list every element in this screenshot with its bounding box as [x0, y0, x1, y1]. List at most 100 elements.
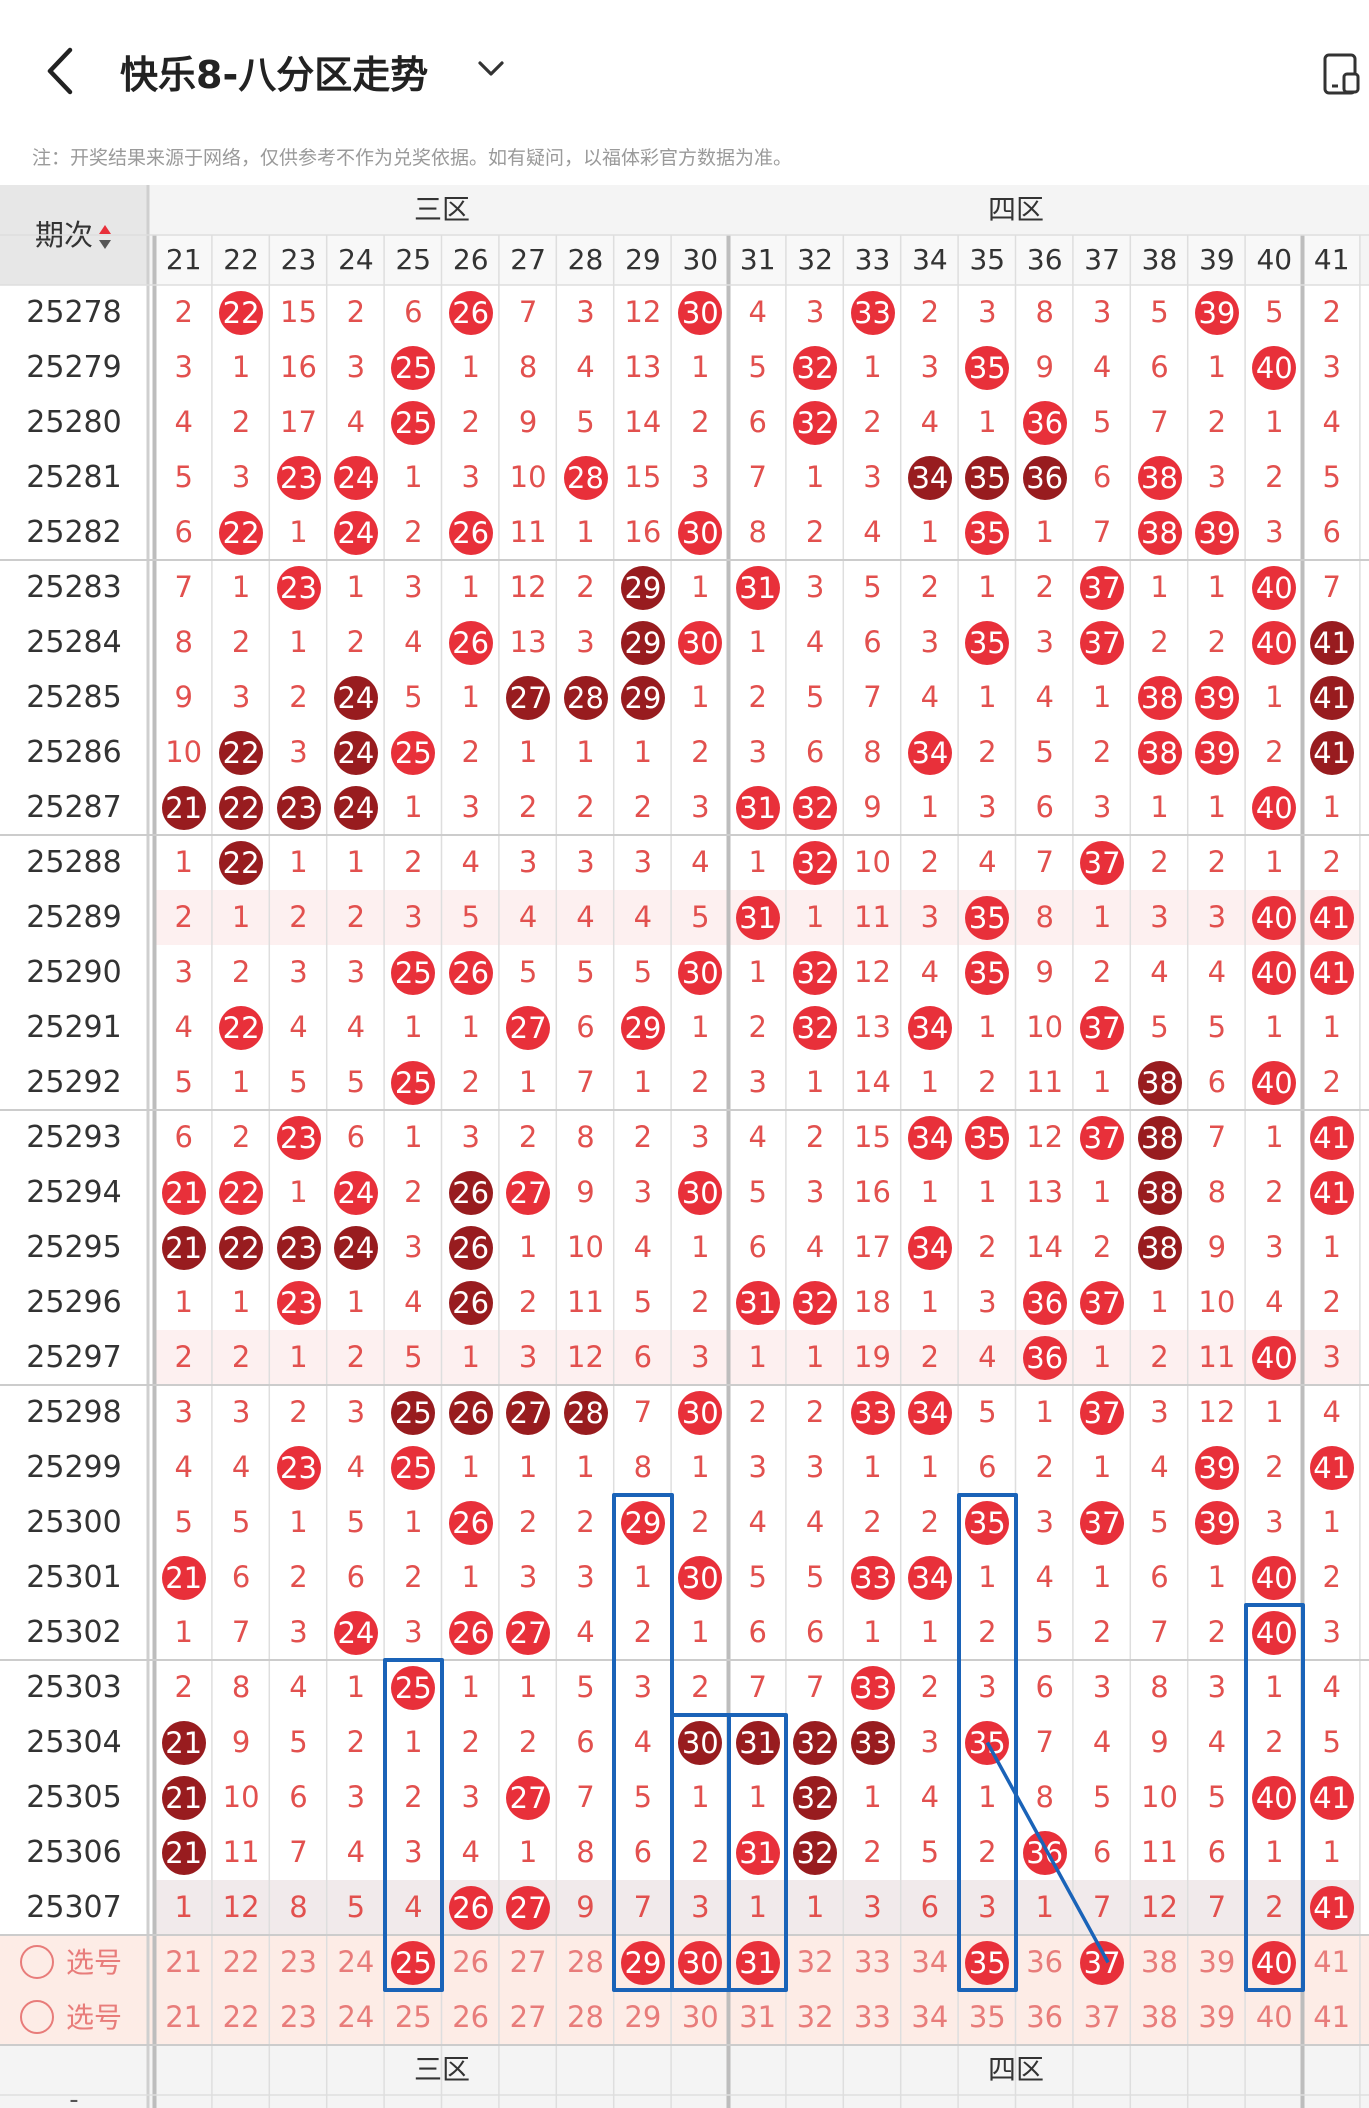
miss-count: 4: [404, 1285, 423, 1319]
pick-number[interactable]: 22: [222, 1945, 260, 1979]
miss-count: 5: [691, 900, 710, 934]
row-highlight: [155, 1880, 1361, 1935]
miss-count: 3: [461, 790, 480, 824]
sort-arrows-icon[interactable]: [93, 218, 113, 252]
chevron-left-icon[interactable]: [40, 44, 84, 98]
drawn-ball: 30: [678, 290, 723, 335]
pick-number[interactable]: 23: [280, 2000, 317, 2034]
pick-number[interactable]: 38: [1141, 1945, 1178, 1979]
miss-count: 4: [346, 405, 366, 439]
miss-count: 2: [231, 625, 251, 659]
miss-count: 4: [1150, 955, 1169, 989]
miss-count: 5: [1207, 1010, 1227, 1044]
miss-count: 1: [1265, 680, 1284, 714]
miss-count: 5: [1207, 1780, 1227, 1814]
device-toggle-icon[interactable]: [1322, 52, 1362, 96]
drawn-ball: 34: [907, 1115, 952, 1160]
drawn-ball: 21: [161, 1225, 206, 1270]
pick-number[interactable]: 27: [509, 1945, 547, 1979]
pick-number[interactable]: 26: [452, 2000, 490, 2034]
pick-number[interactable]: 33: [854, 1945, 891, 1979]
pick-number[interactable]: 28: [567, 2000, 604, 2034]
pick-number[interactable]: 33: [854, 2000, 891, 2034]
pick-number[interactable]: 41: [1313, 1945, 1351, 1979]
pick-number[interactable]: 41: [1313, 2000, 1351, 2034]
miss-count: 2: [1207, 405, 1227, 439]
miss-count: 4: [1035, 680, 1054, 714]
pick-number[interactable]: 23: [280, 1945, 317, 1979]
pick-number[interactable]: 26: [452, 1945, 490, 1979]
miss-count: 3: [1207, 460, 1227, 494]
pick-number[interactable]: 30: [681, 2000, 719, 2034]
miss-count: 1: [863, 350, 882, 384]
pick-number[interactable]: 24: [337, 2000, 375, 2034]
pick-number[interactable]: 34: [911, 1945, 949, 1979]
drawn-ball: 30: [678, 1390, 723, 1435]
pick-number[interactable]: 35: [968, 2000, 1006, 2034]
pick-number[interactable]: 39: [1198, 1945, 1236, 1979]
selected-number-ball[interactable]: 29: [620, 1940, 665, 1985]
pick-number[interactable]: 21: [165, 2000, 203, 2034]
drawn-ball: 38: [1137, 1225, 1182, 1270]
chevron-down-icon[interactable]: [474, 52, 508, 86]
miss-count: 2: [1092, 955, 1112, 989]
miss-count: 5: [633, 955, 653, 989]
drawn-ball: 40: [1252, 620, 1297, 665]
drawn-ball: 40: [1252, 1775, 1297, 1820]
pick-number[interactable]: 25: [394, 2000, 432, 2034]
drawn-ball: 39: [1194, 1500, 1239, 1545]
miss-count: 3: [633, 1175, 653, 1209]
miss-count: 5: [978, 1395, 997, 1429]
pick-number[interactable]: 36: [1026, 1945, 1064, 1979]
pick-number[interactable]: 32: [796, 2000, 834, 2034]
drawn-ball: 37: [1080, 840, 1125, 885]
pick-number[interactable]: 29: [624, 2000, 662, 2034]
pick-number[interactable]: 28: [567, 1945, 604, 1979]
miss-count: 3: [1092, 295, 1112, 329]
miss-count: 8: [174, 625, 193, 659]
selected-number-ball[interactable]: 37: [1080, 1940, 1125, 1985]
pick-number[interactable]: 38: [1141, 2000, 1178, 2034]
pick-number[interactable]: 31: [739, 2000, 777, 2034]
selected-number-ball[interactable]: 30: [678, 1940, 723, 1985]
miss-count: 1: [748, 955, 767, 989]
drawn-ball: 27: [506, 1390, 551, 1435]
pick-radio[interactable]: [20, 1945, 54, 1979]
pick-number[interactable]: 36: [1026, 2000, 1064, 2034]
miss-count: 1: [461, 1560, 480, 1594]
pick-number[interactable]: 27: [509, 2000, 547, 2034]
miss-count: 2: [691, 1670, 710, 1704]
miss-count: 5: [633, 1780, 653, 1814]
pick-number[interactable]: 34: [911, 2000, 949, 2034]
selected-number-ball[interactable]: 40: [1252, 1940, 1297, 1985]
miss-count: 2: [1322, 1560, 1341, 1594]
pick-number[interactable]: 32: [796, 1945, 834, 1979]
selected-number-ball[interactable]: 25: [391, 1940, 436, 1985]
drawn-ball: 41: [1309, 1775, 1354, 1820]
drawn-ball: 26: [448, 290, 493, 335]
miss-count: 4: [863, 515, 882, 549]
pick-number[interactable]: 37: [1083, 2000, 1121, 2034]
pick-number[interactable]: 39: [1198, 2000, 1236, 2034]
miss-count: 1: [518, 1230, 538, 1264]
miss-count: 1: [920, 1175, 940, 1209]
drawn-ball: 26: [448, 510, 493, 555]
miss-count: 1: [1092, 1065, 1112, 1099]
selected-number-ball[interactable]: 31: [735, 1940, 780, 1985]
pick-number[interactable]: 21: [165, 1945, 203, 1979]
pick-number[interactable]: 22: [222, 2000, 260, 2034]
miss-count: 9: [174, 680, 193, 714]
miss-count: 14: [624, 405, 662, 439]
miss-count: 2: [289, 680, 308, 714]
annotation-overlay: [985, 1741, 1110, 1964]
drawn-ball: 38: [1137, 510, 1182, 555]
miss-count: 6: [633, 1835, 653, 1869]
pick-radio[interactable]: [20, 2000, 54, 2034]
drawn-ball: 40: [1252, 1335, 1297, 1380]
selected-number-ball[interactable]: 35: [965, 1940, 1010, 1985]
column-header-25: 25: [384, 235, 442, 285]
drawn-ball: 26: [448, 950, 493, 995]
pick-number[interactable]: 24: [337, 1945, 375, 1979]
period-cell: 25297: [26, 1340, 122, 1375]
pick-number[interactable]: 40: [1255, 2000, 1293, 2034]
